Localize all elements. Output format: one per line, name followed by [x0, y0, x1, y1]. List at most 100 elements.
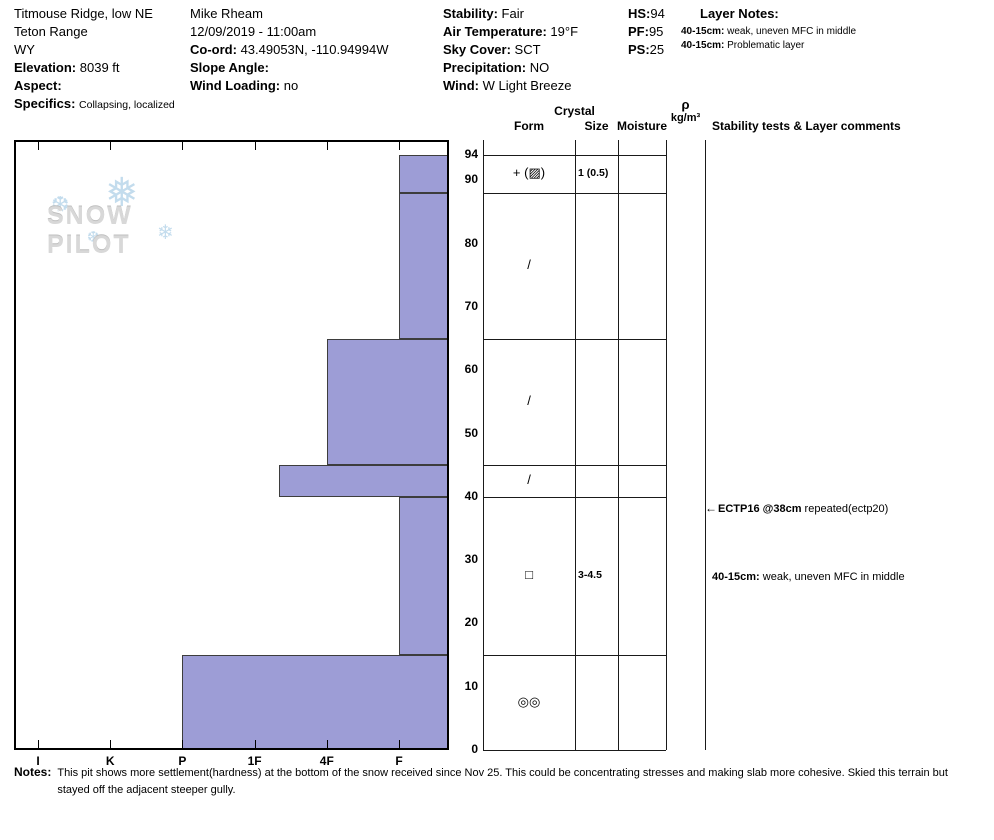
layer-notes-title: Layer Notes:: [700, 6, 779, 21]
coord-value: 43.49053N, -110.94994W: [240, 42, 389, 57]
header-measurements-block: HS:94 PF:95 PS:25: [628, 5, 665, 59]
hardness-bar-layer-1: [399, 192, 449, 339]
hardness-axis-label: P: [178, 754, 187, 768]
sky-cover-value: SCT: [514, 42, 541, 57]
hardness-bar-layer-3: [278, 465, 449, 497]
elevation-row: Elevation: 8039 ft: [14, 59, 175, 77]
table-column-line: [575, 140, 576, 750]
depth-axis-label: 20: [464, 615, 478, 630]
precip-value: NO: [529, 60, 550, 75]
layer-note-label: 40-15cm:: [681, 26, 725, 37]
column-header-stability: Stability tests & Layer comments: [712, 119, 901, 133]
slope-angle-label: Slope Angle:: [190, 60, 269, 75]
wind-loading-row: Wind Loading: no: [190, 77, 388, 95]
ps-value: 25: [649, 42, 665, 57]
hs-row: HS:94: [628, 5, 665, 23]
crystal-size-value: 3-4.5: [578, 568, 602, 581]
crystal-form-symbol: /: [527, 256, 531, 272]
stability-label: Stability:: [443, 6, 498, 21]
precip-row: Precipitation: NO: [443, 59, 578, 77]
sky-cover-row: Sky Cover: SCT: [443, 41, 578, 59]
depth-axis-label: 30: [464, 552, 478, 567]
hardness-tick-top: [326, 142, 328, 150]
layer-boundary-line: [483, 750, 666, 751]
aspect-row: Aspect:: [14, 77, 175, 95]
annotation-label: 40-15cm:: [712, 571, 760, 584]
pit-name: Titmouse Ridge, low NE: [14, 6, 153, 21]
hardness-tick-top: [254, 142, 256, 150]
hardness-bar-layer-4: [399, 496, 449, 656]
ps-label: PS:: [628, 42, 650, 57]
coord-label: Co-ord:: [190, 42, 237, 57]
layer-note: 40-15cm: weak, uneven MFC in middle: [681, 25, 856, 39]
layer-notes-list: 40-15cm: weak, uneven MFC in middle 40-1…: [681, 25, 856, 52]
hardness-axis-label: I: [36, 754, 40, 768]
elevation-label: Elevation:: [14, 60, 77, 75]
hardness-tick-top: [110, 142, 112, 150]
specifics-label: Specifics:: [14, 96, 76, 111]
table-column-line: [666, 140, 667, 750]
hardness-axis-label: F: [395, 754, 403, 768]
specifics-value: Collapsing, localized: [79, 99, 175, 111]
mountain-range: Teton Range: [14, 24, 88, 39]
annotation-label: ECTP16 @38cm: [718, 503, 802, 516]
layer-note-text: Problematic layer: [727, 39, 805, 51]
layer-note-text: weak, uneven MFC in middle: [727, 26, 857, 37]
hs-label: HS:: [628, 6, 651, 21]
snowflake-icon: ❄: [157, 222, 174, 244]
layer-notes-title-block: Layer Notes:: [700, 5, 779, 23]
crystal-size-value: 1 (0.5): [578, 166, 609, 179]
table-column-line: [618, 140, 619, 750]
sky-cover-label: Sky Cover:: [443, 42, 511, 57]
crystal-form-symbol: + (▨): [512, 164, 546, 180]
depth-axis-label: 94: [464, 147, 478, 161]
crystal-form-symbol: ◎◎: [517, 693, 541, 709]
notes-text: This pit shows more settlement(hardness)…: [57, 767, 948, 796]
pf-row: PF:95: [628, 23, 665, 41]
column-header-rho: ρ: [681, 97, 690, 112]
stability-row: Stability: Fair: [443, 5, 578, 23]
depth-axis-label: 50: [464, 425, 478, 440]
hardness-bar-layer-2: [326, 338, 449, 466]
layer-annotation-0: ←ECTP16 @38cm repeated(ectp20): [705, 501, 888, 515]
hardness-bar-layer-0: [399, 155, 449, 193]
hardness-axis-label: 1F: [247, 754, 262, 768]
column-header-crystal: Crystal: [554, 104, 595, 118]
crystal-form-symbol: /: [527, 471, 531, 487]
slope-angle-row: Slope Angle:: [190, 59, 388, 77]
snowflake-icon: ❆: [51, 192, 70, 217]
header-conditions-block: Stability: Fair Air Temperature: 19°F Sk…: [443, 5, 578, 95]
left-arrow-icon: ←: [705, 501, 717, 516]
layer-annotation-1: 40-15cm: weak, uneven MFC in middle: [705, 571, 905, 583]
hardness-plot-box: [14, 140, 449, 750]
pit-notes: Notes: This pit shows more settlement(ha…: [14, 765, 980, 799]
air-temp-value: 19°F: [550, 24, 579, 39]
table-column-line: [705, 140, 706, 750]
watermark-text: SNOW PILOT: [47, 202, 133, 259]
snowflake-icon: ❅: [105, 171, 139, 215]
hs-value: 94: [650, 6, 665, 21]
observer-name: Mike Rheam: [190, 6, 263, 21]
hardness-tick-top: [38, 142, 39, 150]
hardness-axis-label: 4F: [319, 754, 334, 768]
depth-axis-label: 10: [464, 678, 478, 693]
depth-axis-label: 80: [464, 235, 478, 250]
specifics-row: Specifics: Collapsing, localized: [14, 95, 175, 114]
ps-row: PS:25: [628, 41, 665, 59]
wind-loading-value: no: [283, 78, 299, 93]
hardness-axis-label: K: [105, 754, 115, 768]
layer-boundary-line: [483, 496, 666, 498]
depth-axis-label: 90: [464, 172, 478, 187]
wind-row: Wind: W Light Breeze: [443, 77, 578, 95]
hardness-tick-bottom: [399, 740, 400, 748]
snowpilot-watermark: ❅ ❆ ❄ ❆ SNOW PILOT: [45, 171, 225, 260]
observation-datetime: 12/09/2019 - 11:00am: [190, 24, 317, 39]
hardness-tick-top: [399, 142, 400, 150]
snowflake-icon: ❆: [87, 229, 100, 246]
elevation-value: 8039 ft: [79, 60, 120, 75]
wind-loading-label: Wind Loading:: [190, 78, 281, 93]
layer-boundary-line: [483, 465, 666, 467]
hardness-tick-bottom: [38, 740, 39, 748]
aspect-label: Aspect:: [14, 78, 62, 93]
air-temp-label: Air Temperature:: [443, 24, 547, 39]
